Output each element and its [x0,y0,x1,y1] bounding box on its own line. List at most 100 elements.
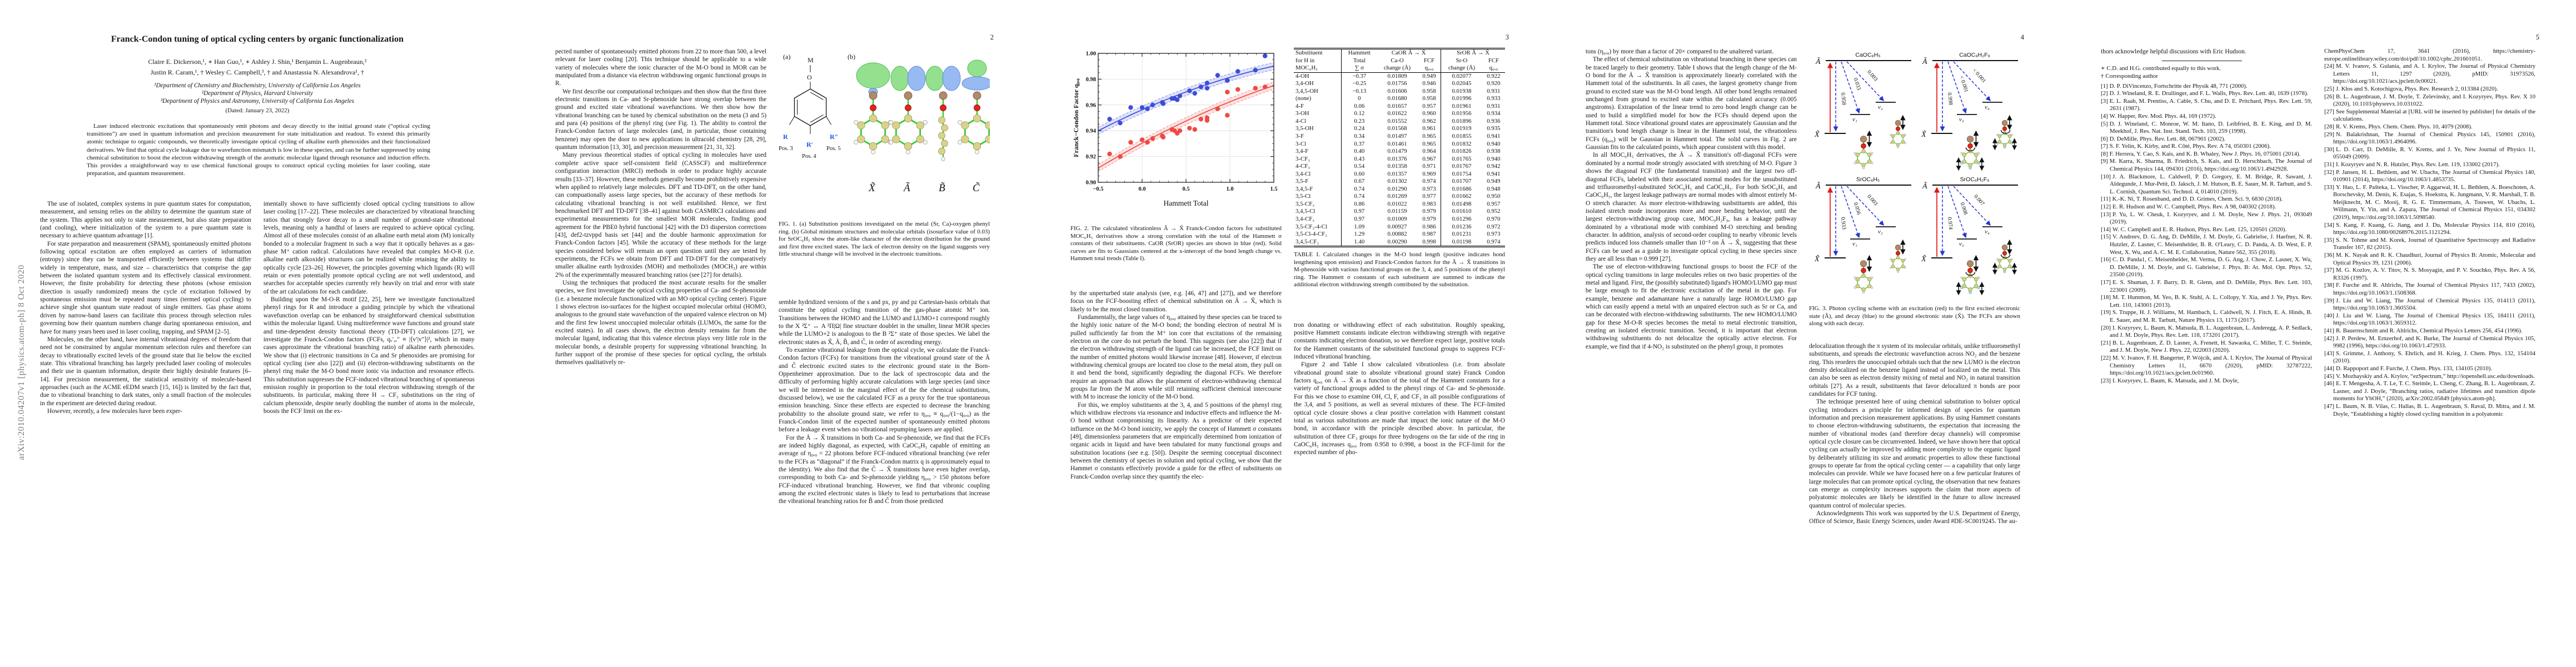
reference-item: [7] S. F. Yelin, K. Kirby, and R. Côté, P… [2101,143,2271,150]
paragraph: The technique presented here of using ch… [1809,399,2020,509]
table-cell: 0.01832 [1452,140,1472,147]
reference-item: [45] V. Mozhayskiy and A. Krylov, “ezSpec… [2324,372,2535,380]
table-cell: 0.97 [1354,216,1365,223]
table-cell: (none) [1294,95,1342,103]
svg-text:ν₄: ν₄ [1985,104,1990,111]
reference-item: [34] S. Kang, F. Kuang, G. Jiang, and J. … [2324,221,2535,236]
svg-text:ν₃: ν₃ [1959,241,1964,247]
table-cell: 0.01376 [1387,155,1407,162]
table-row: 3-F 0.34 0.01497 0.965 0.01855 0.941 [1294,133,1505,141]
svg-text:ν₄: ν₄ [1985,228,1990,235]
paragraph: Using the techniques that produced the m… [555,279,766,366]
table-cell: 0.979 [1417,208,1442,216]
table-cell: 0.01767 [1452,163,1472,170]
table-cell: 0.01269 [1387,193,1407,200]
table-cell: 0.935 [1487,125,1501,132]
table-row: 3-Cl 0.37 0.01461 0.965 0.01832 0.940 [1294,140,1505,148]
svg-text:ν₃: ν₃ [1959,116,1964,123]
table-row: 3,5-CF₃-4-Cl 1.09 0.00927 0.986 0.01236 0.972 [1294,223,1505,231]
fig2-caption: FIG. 2. The calculated vibrationless Ã →… [1070,225,1282,262]
reference-item: [24] M. V. Ivanov, S. Gulania, and A. I. … [2324,63,2535,85]
paragraph: Acknowledgments This work was supported … [1809,510,2020,525]
table-row: 3,5-Cl 0.74 0.01269 0.977 0.01662 0.950 [1294,193,1505,201]
reference-item: [47] L. Baum, N. B. Vilas, C. Hallas, B. … [2324,402,2535,417]
reference-item: [37] M. G. Kozlov, A. V. Titov, N. S. Mos… [2324,267,2535,281]
paragraph: For the Ã → X̃ transitions in both Ca- a… [779,434,990,505]
svg-text:Hammett Total: Hammett Total [1164,199,1209,207]
paragraph: For this, we employ substituents at the … [1070,401,1282,480]
svg-text:X̃: X̃ [1814,130,1820,139]
reference-item: [33] Y. Hao, L. F. Pašteka, L. Visscher, … [2324,183,2535,221]
table-cell: 0.920 [1487,80,1501,87]
paragraph: Fundamentally, the large values of η₀,₀ … [1070,313,1282,401]
svg-text:0.0: 0.0 [1138,186,1145,192]
table-cell: 0.967 [1417,155,1442,163]
table-cell: 0.933 [1487,95,1501,102]
page-number: 5 [2535,33,2539,41]
reference-item: [5] D. J. Wineland, C. Monroe, W. M. Itan… [2101,120,2312,135]
table-header-cell: change (Å) [1377,64,1418,73]
svg-text:0.933: 0.933 [1840,217,1847,230]
reference-item: [40] J. Liu and W. Liang, The Journal of … [2324,312,2535,327]
table-cell: 0.02045 [1452,80,1472,87]
table-cell: 0.950 [1487,193,1501,200]
table-row: 4-F 0.06 0.01657 0.957 0.01961 0.931 [1294,102,1505,111]
footnotes: ∗ C.D. and H.G. contributed equally to th… [2101,65,2312,80]
table-cell: 0.01680 [1387,95,1407,102]
reference-item: [29] N. Balakrishnan, The Journal of Chem… [2324,131,2535,146]
table1-caption: TABLE I. Calculated changes in the M-O b… [1294,251,1505,288]
table-header-cell: ∑ σ [1341,64,1377,73]
table-cell: 0.01765 [1452,155,1472,162]
table-cell: 0.23 [1354,117,1365,125]
table-cell: 0.987 [1417,231,1442,238]
page-number: 3 [1505,33,1509,41]
reference-item: [10] J. A. Blackmore, L. Caldwell, P. D. … [2101,173,2312,195]
table-cell: 0.998 [1417,238,1442,247]
svg-text:X̃: X̃ [1921,130,1926,139]
table-header-cell: for H in [1294,57,1342,65]
table-cell: 0.24 [1354,125,1365,132]
table-cell: 0.973 [1417,185,1442,193]
table-cell: 0.940 [1487,155,1501,162]
svg-text:(b): (b) [848,53,855,61]
table-cell: 0.979 [1417,216,1442,223]
table-cell: 3,4-CF₃ [1294,216,1342,223]
svg-text:CaOC₆H₅: CaOC₆H₅ [1855,52,1880,58]
table-cell: 0.922 [1487,72,1501,79]
table-cell: 0.972 [1487,223,1501,230]
svg-text:−0.5: −0.5 [1093,186,1103,192]
table-cell: 0.970 [1487,216,1501,223]
paragraph: Many previous theoretical studies of opt… [555,152,766,278]
table-cell: 0.01996 [1452,95,1472,102]
table-cell: 3,5-CF₃ [1294,200,1342,208]
table-cell: 0.974 [1417,178,1442,186]
paragraph: For state preparation and measurement (S… [40,240,251,335]
table-cell: 0.938 [1487,148,1501,155]
table-cell: 0.01022 [1387,200,1407,207]
table-cell: 1.40 [1354,238,1365,245]
reference-item: [2] D. J. Wineland, R. E. Drullinger, and… [2101,90,2309,97]
svg-text:R′: R′ [806,141,813,148]
paragraph: The use of electron-withdrawing function… [1586,263,1797,350]
table-cell: 0.01498 [1452,200,1472,207]
svg-text:1.00: 1.00 [1086,51,1096,57]
table-cell: 0.01686 [1452,185,1472,192]
table-cell: 0.40 [1354,148,1365,155]
table-cell: 0.01357 [1387,170,1407,177]
svg-text:X̃: X̃ [1921,255,1926,263]
reference-item: [14] W. C. Campbell and E. R. Hudson, Phy… [2101,226,2287,233]
table-cell: 0.986 [1417,223,1442,231]
table-header-cell: FCF [1488,57,1499,64]
table-cell: 0 [1358,95,1361,102]
paragraph: We first describe our computational tech… [555,88,766,151]
table-header-cell: FCF [1417,57,1442,65]
table-cell: 0.06 [1354,102,1365,109]
reference-item: [30] L. D. Carr, D. DeMille, R. V. Krems,… [2324,146,2535,161]
svg-text:Ã: Ã [1815,181,1821,191]
author-line-2: Justin R. Caram,¹, † Wesley C. Campbell,… [150,68,365,76]
table-cell: 0.949 [1417,72,1442,81]
table-cell: 0.941 [1487,133,1501,140]
table-cell: 0.01756 [1387,80,1407,87]
page-number: 2 [990,33,994,41]
svg-text:Ã: Ã [903,182,910,194]
